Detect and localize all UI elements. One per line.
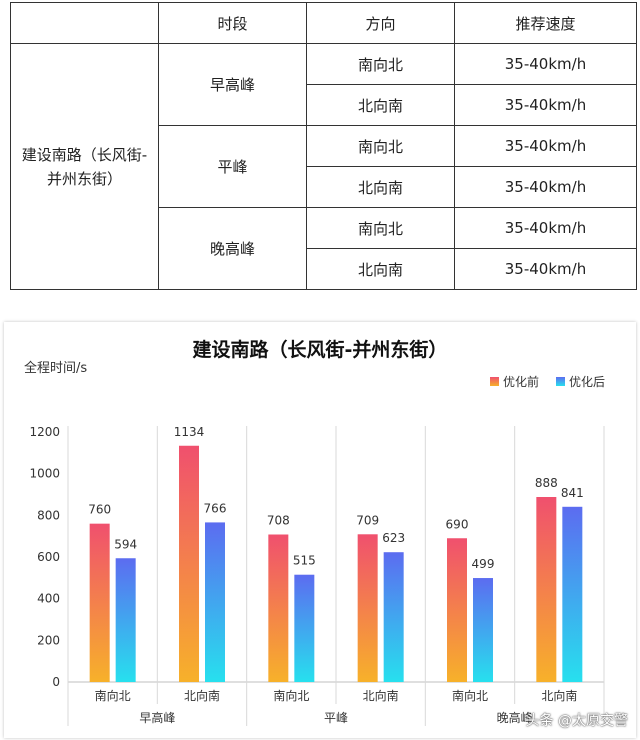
bar-after [383, 552, 404, 682]
speed-cell: 35-40km/h [454, 125, 637, 167]
group-label: 早高峰 [139, 710, 175, 725]
y-tick-label: 1000 [29, 467, 60, 481]
x-tick-label: 南向北 [95, 688, 131, 703]
table-row: 北向南 35-40km/h [11, 84, 637, 126]
data-label: 760 [88, 503, 111, 517]
period-cell: 平峰 [158, 125, 307, 208]
bar-before [447, 538, 467, 682]
data-label: 888 [535, 476, 558, 490]
bar-after [473, 578, 493, 682]
direction-cell: 南向北 [306, 207, 455, 249]
speed-cell: 35-40km/h [454, 207, 637, 249]
table-row: 北向南 35-40km/h [11, 166, 637, 208]
y-tick-label: 200 [37, 633, 60, 647]
bar-before [179, 445, 199, 682]
y-axis-label: 全程时间/s [24, 360, 87, 376]
legend-label: 优化前 [503, 374, 539, 389]
speed-recommendation-table: 时段 方向 推荐速度 建设南路（长风街-并州东街） 早高峰 南向北 35-40k… [10, 2, 637, 290]
direction-cell: 南向北 [306, 43, 455, 85]
speed-cell: 35-40km/h [454, 43, 637, 85]
direction-cell: 南向北 [306, 125, 455, 167]
bar-before [89, 523, 110, 682]
bar-before [536, 497, 557, 682]
header-speed: 推荐速度 [454, 2, 637, 44]
chart-title: 建设南路（长风街-并州东街） [193, 338, 448, 361]
y-tick-label: 0 [52, 675, 60, 689]
bar-chart: 建设南路（长风街-并州东街） 全程时间/s 优化前 优化后 0 200 400 600 8… [24, 338, 605, 726]
table-header-row: 时段 方向 推荐速度 [10, 2, 637, 44]
group-label: 平峰 [324, 711, 348, 725]
plot-area: 0 200 400 600 800 1000 1200 760 594 南向北 1134 766 北向南… [29, 425, 605, 726]
data-label: 708 [267, 514, 290, 528]
chart-legend: 优化前 优化后 [490, 374, 605, 389]
data-label: 1134 [174, 425, 205, 439]
direction-cell: 北向南 [306, 84, 455, 126]
data-label: 499 [472, 557, 495, 571]
period-cell: 早高峰 [158, 43, 307, 126]
x-tick-label: 南向北 [273, 688, 309, 703]
bar-after [115, 558, 136, 682]
speed-cell: 35-40km/h [454, 248, 637, 290]
data-label: 709 [356, 513, 379, 527]
header-direction: 方向 [306, 2, 455, 44]
watermark: 头条 @太原交警 [525, 713, 628, 729]
bar-after [205, 522, 225, 682]
x-tick-label: 北向南 [541, 688, 577, 703]
period-cell: 晚高峰 [158, 207, 307, 290]
header-period: 时段 [158, 2, 307, 44]
table-row: 晚高峰 南向北 35-40km/h [11, 207, 637, 290]
direction-cell: 北向南 [306, 166, 455, 208]
x-tick-label: 南向北 [452, 688, 488, 703]
legend-label: 优化后 [569, 375, 605, 389]
x-tick-label: 北向南 [363, 688, 399, 703]
data-label: 841 [561, 486, 584, 500]
data-label: 515 [293, 554, 316, 568]
y-tick-label: 800 [37, 508, 60, 522]
bar-before [268, 534, 289, 682]
group-label: 晚高峰 [497, 710, 533, 725]
chart-card: 建设南路（长风街-并州东街） 全程时间/s 优化前 优化后 0 200 400 600 8… [4, 322, 636, 738]
bar-after [562, 506, 583, 682]
y-tick-label: 600 [37, 550, 60, 564]
table-row: 建设南路（长风街-并州东街） 早高峰 南向北 35-40km/h [10, 43, 637, 290]
legend-swatch [490, 377, 499, 386]
legend-swatch [556, 377, 565, 386]
header-road-empty [10, 2, 159, 44]
data-label: 690 [446, 517, 469, 531]
table-row: 北向南 35-40km/h [11, 248, 637, 290]
y-tick-label: 1200 [29, 425, 60, 439]
bar-after [294, 574, 315, 682]
direction-cell: 北向南 [306, 248, 455, 290]
road-name-cell: 建设南路（长风街-并州东街） [10, 43, 159, 290]
data-label: 766 [204, 501, 227, 515]
y-tick-label: 400 [37, 592, 60, 606]
data-label: 623 [382, 531, 405, 545]
data-label: 594 [114, 537, 137, 551]
bar-before [357, 534, 378, 682]
speed-cell: 35-40km/h [454, 84, 637, 126]
x-tick-label: 北向南 [184, 688, 220, 703]
speed-cell: 35-40km/h [454, 166, 637, 208]
